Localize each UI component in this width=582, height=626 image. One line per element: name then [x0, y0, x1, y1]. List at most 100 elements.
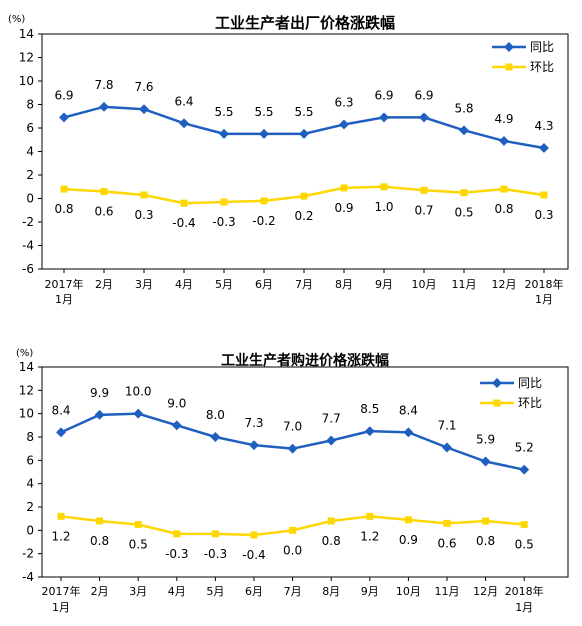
y-tick-label: 10 [19, 407, 34, 421]
y-tick-label: 14 [19, 27, 34, 41]
data-label: 7.7 [322, 412, 341, 426]
data-label: 10.0 [125, 385, 152, 399]
x-tick-label: 11月 [452, 278, 477, 291]
x-tick-label: 4月 [175, 278, 193, 291]
legend-marker [493, 399, 501, 407]
chart-purchase-price: 工业生产者购进价格涨跌幅 (%) -4 -2 0 2 4 6 8 10 12 14 2017年 1月 2月 3… [0, 313, 582, 626]
y-tick-label: -4 [22, 570, 34, 584]
data-label: -0.3 [204, 547, 227, 561]
data-point [173, 530, 181, 538]
data-point [96, 517, 104, 525]
x-tick-label: 12月 [492, 278, 517, 291]
data-point [180, 199, 188, 207]
data-point [482, 517, 490, 525]
data-point [519, 464, 530, 475]
data-label: 4.9 [494, 112, 513, 126]
plot-area [41, 366, 569, 578]
chart-title: 工业生产者出厂价格涨跌幅 [215, 14, 395, 32]
data-point [379, 112, 389, 123]
data-point [300, 192, 308, 200]
x-tick-label: 8月 [335, 278, 353, 291]
data-point [499, 135, 509, 146]
x-tick-label: 2017年 [45, 277, 84, 291]
y-tick-label: 8 [26, 98, 34, 112]
data-label: -0.3 [165, 547, 188, 561]
data-label: -0.3 [212, 215, 235, 229]
y-tick-label: 2 [26, 168, 34, 182]
data-point [442, 442, 452, 453]
y-tick-label: 14 [19, 360, 34, 374]
y-tick-label: -4 [22, 239, 34, 253]
y-tick-label: 0 [26, 523, 34, 537]
legend-label: 环比 [518, 396, 542, 410]
legend-label: 同比 [518, 376, 542, 390]
data-label: 0.6 [94, 204, 113, 218]
data-label: 6.9 [414, 88, 433, 102]
data-label: 0.9 [334, 201, 353, 215]
chart-output-price: 工业生产者出厂价格涨跌幅 (%) -6 -4 -2 0 2 4 6 8 10 12 14 2017年 1月 2… [8, 14, 569, 306]
data-point [57, 512, 65, 520]
x-tick-label: 12月 [473, 585, 498, 598]
plot-area [41, 33, 569, 270]
data-point [249, 440, 259, 451]
data-label: 0.3 [534, 208, 553, 222]
data-label: 0.5 [515, 538, 534, 552]
data-point [94, 409, 105, 420]
chart-title: 工业生产者购进价格涨跌幅 [221, 352, 389, 369]
data-label: 0.2 [294, 209, 313, 223]
x-tick-label: 6月 [255, 278, 273, 291]
data-point [443, 519, 451, 527]
data-point [219, 128, 229, 139]
y-tick-label: 6 [26, 121, 34, 135]
legend-label: 环比 [530, 60, 554, 74]
data-point [420, 186, 428, 194]
legend-label: 同比 [530, 40, 554, 54]
data-point [100, 187, 108, 195]
x-tick-label: 1月 [515, 601, 533, 614]
data-label: 1.2 [51, 529, 70, 543]
x-tick-label: 4月 [168, 585, 186, 598]
data-point [500, 185, 508, 193]
data-point [134, 521, 142, 528]
data-label: -0.2 [252, 214, 275, 228]
x-tick-label: 2018年 [525, 277, 564, 291]
data-point [220, 198, 228, 206]
x-tick-label: 1月 [52, 601, 70, 614]
x-tick-label: 3月 [135, 278, 153, 291]
data-point [289, 526, 297, 534]
data-label: 7.1 [437, 419, 456, 433]
data-point [539, 143, 549, 153]
data-label: 0.8 [90, 534, 109, 548]
data-label: 9.0 [167, 396, 186, 410]
data-point [56, 427, 66, 438]
x-tick-label: 11月 [435, 585, 460, 598]
data-point [60, 185, 68, 193]
data-label: 0.3 [134, 208, 153, 222]
data-point [139, 104, 149, 115]
data-point [133, 408, 144, 419]
data-label: 5.8 [454, 101, 473, 115]
data-point [59, 112, 69, 123]
data-point [287, 443, 298, 454]
data-point [179, 118, 189, 129]
data-point [480, 456, 491, 467]
legend-marker [504, 42, 514, 52]
data-label: 8.4 [399, 403, 418, 417]
data-label: 0.9 [399, 533, 418, 547]
data-label: 8.4 [51, 403, 70, 417]
legend-marker [492, 378, 502, 388]
data-point [327, 517, 335, 525]
y-tick-label: 4 [26, 145, 34, 159]
data-point [326, 435, 337, 446]
data-label: 0.5 [454, 206, 473, 220]
data-point [459, 125, 469, 136]
y-tick-label: 10 [19, 74, 34, 88]
x-tick-label: 8月 [322, 585, 340, 598]
data-label: 7.0 [283, 420, 302, 434]
data-label: 1.0 [374, 200, 393, 214]
data-point [259, 128, 269, 139]
data-label: 6.9 [54, 88, 73, 102]
x-tick-label: 2017年 [42, 584, 81, 598]
data-label: 8.0 [206, 408, 225, 422]
data-label: 5.5 [254, 105, 273, 119]
